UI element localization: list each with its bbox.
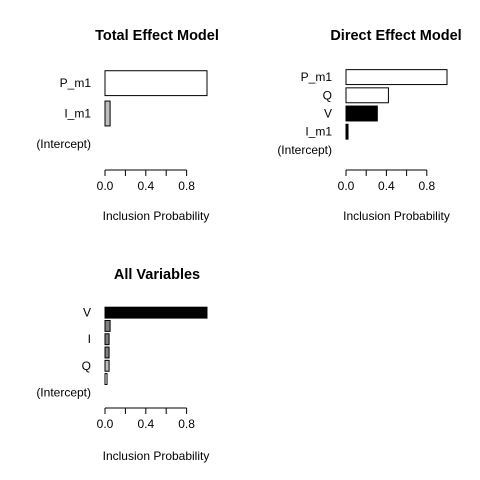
chart-panel-1: Total Effect Model (Intercept) I_m1 P_m1 0.0… [36,28,219,223]
category-label: P_m1 [60,76,92,90]
category-label: (Intercept) [277,143,332,157]
x-tick-label: 0.0 [97,417,114,431]
bar [104,333,110,346]
category-label: P_m1 [301,70,333,84]
bar [345,123,349,140]
bar [104,306,208,319]
chart-title: Total Effect Model [95,28,219,44]
bar [104,359,110,372]
x-tick-label: 0.8 [178,417,195,431]
x-tick-label: 0.4 [137,417,154,431]
x-tick-label: 0.0 [338,179,355,193]
category-label: (Intercept) [36,385,91,399]
bar [104,319,111,332]
bar [104,373,108,386]
category-label: I [88,332,91,346]
chart-title: All Variables [114,267,200,283]
x-tick-label: 0.8 [178,179,195,193]
bar [345,105,378,122]
category-label: (Intercept) [36,137,91,151]
x-axis-label: Inclusion Probability [343,209,450,223]
chart-title: Direct Effect Model [330,28,461,44]
bar [104,346,110,359]
category-label: I_m1 [305,125,332,139]
x-tick-label: 0.4 [137,179,154,193]
bar [345,87,389,104]
bar [104,100,111,127]
x-tick-label: 0.4 [378,179,395,193]
category-label: V [324,107,332,121]
category-label: V [83,306,91,320]
category-label: Q [323,88,332,102]
category-label: I_m1 [64,107,91,121]
bar [104,70,208,97]
x-axis-label: Inclusion Probability [103,449,210,463]
chart-panel-2: Direct Effect Model (Intercept) I_m1 VQ P_m1… [277,28,461,223]
bar [345,69,448,86]
x-axis-label: Inclusion Probability [103,209,210,223]
chart-panel-3: All Variables (Intercept) QIV 0.0 0.4 0.8 Incl… [36,267,209,463]
x-tick-label: 0.8 [418,179,435,193]
category-label: Q [82,359,91,373]
x-tick-label: 0.0 [97,179,114,193]
